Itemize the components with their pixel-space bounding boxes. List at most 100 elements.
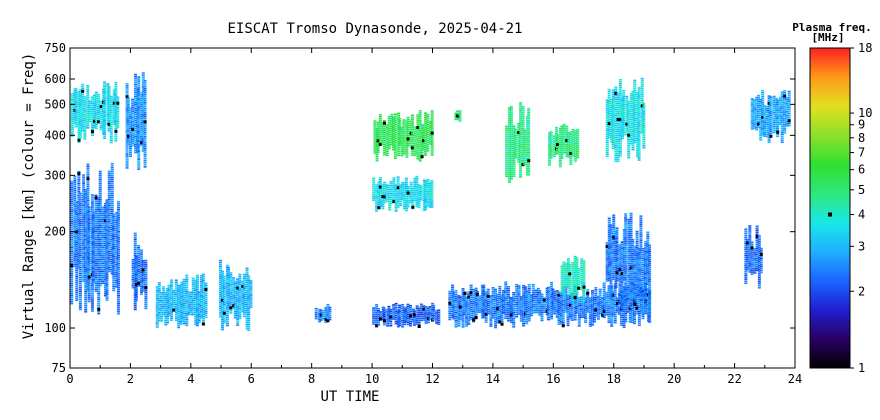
data-point (115, 225, 119, 228)
data-point (110, 196, 114, 199)
data-point (389, 182, 393, 185)
data-point (424, 196, 428, 199)
data-point (418, 156, 422, 158)
data-point (133, 77, 137, 80)
data-point (90, 292, 94, 294)
data-point (391, 136, 395, 139)
data-point (233, 289, 237, 291)
data-point (112, 241, 116, 244)
data-point (134, 275, 138, 278)
data-point (185, 308, 189, 311)
data-point (426, 149, 430, 152)
data-point (137, 265, 141, 267)
data-point (396, 315, 400, 318)
data-point (397, 114, 401, 117)
data-point (174, 281, 178, 284)
data-point (91, 239, 95, 241)
data-point (110, 170, 114, 173)
data-point (97, 200, 101, 203)
data-point (242, 283, 246, 286)
data-point (394, 206, 398, 208)
data-point (73, 257, 77, 260)
data-point (137, 247, 141, 249)
data-point (232, 287, 236, 289)
data-point (402, 135, 406, 137)
data-point (404, 177, 408, 180)
data-point (109, 107, 113, 110)
data-point (73, 179, 77, 182)
data-point (398, 141, 402, 144)
data-point (545, 287, 549, 290)
data-point (155, 304, 159, 306)
data-point (133, 97, 137, 100)
data-point (372, 323, 376, 325)
data-point (86, 105, 90, 107)
data-point (519, 312, 523, 314)
data-point (78, 278, 82, 281)
data-point-marker (426, 316, 430, 320)
data-point (428, 318, 432, 320)
data-point (77, 216, 81, 219)
data-point (110, 250, 114, 253)
data-point (418, 160, 422, 162)
data-point (189, 301, 193, 304)
data-point (375, 308, 379, 310)
data-point (112, 277, 116, 280)
data-point (531, 289, 535, 292)
data-point (551, 304, 555, 307)
data-point (540, 295, 544, 298)
data-point (385, 194, 389, 197)
data-point (226, 290, 230, 293)
data-point (87, 270, 91, 273)
data-point (83, 126, 87, 128)
data-point (82, 184, 86, 186)
data-point (133, 244, 137, 247)
data-point (496, 311, 500, 314)
data-point (78, 103, 82, 105)
data-point (74, 103, 78, 106)
data-point (386, 313, 390, 315)
data-point (94, 290, 98, 293)
data-point (225, 264, 229, 267)
data-point (90, 224, 94, 226)
data-point (70, 200, 74, 203)
data-point (463, 305, 467, 307)
data-point (187, 313, 191, 316)
data-point (70, 254, 74, 257)
data-point (97, 258, 101, 261)
data-point (105, 273, 109, 275)
data-point (396, 198, 400, 200)
data-point (519, 320, 523, 322)
data-point (90, 118, 94, 121)
data-point-marker (456, 114, 460, 118)
data-point (167, 298, 171, 301)
data-point (545, 291, 549, 294)
data-point (94, 115, 98, 118)
data-point (491, 295, 495, 297)
data-point (133, 135, 137, 138)
data-point (415, 305, 419, 307)
data-point (376, 129, 380, 132)
data-point (491, 315, 495, 317)
data-point (191, 287, 195, 290)
data-point (426, 179, 430, 181)
data-point (398, 320, 402, 323)
data-point (484, 317, 488, 319)
data-point (415, 197, 419, 200)
data-point (99, 108, 103, 111)
data-point (73, 253, 77, 256)
data-point (401, 194, 405, 196)
data-point (82, 200, 86, 202)
data-point (219, 263, 223, 266)
data-point (415, 319, 419, 321)
data-point (94, 262, 98, 265)
data-point (107, 122, 111, 124)
data-point (381, 201, 385, 204)
data-point (109, 97, 113, 100)
data-point (177, 286, 181, 289)
data-point (116, 306, 120, 309)
data-point (195, 304, 199, 307)
data-point (94, 254, 98, 257)
data-point (70, 127, 74, 129)
